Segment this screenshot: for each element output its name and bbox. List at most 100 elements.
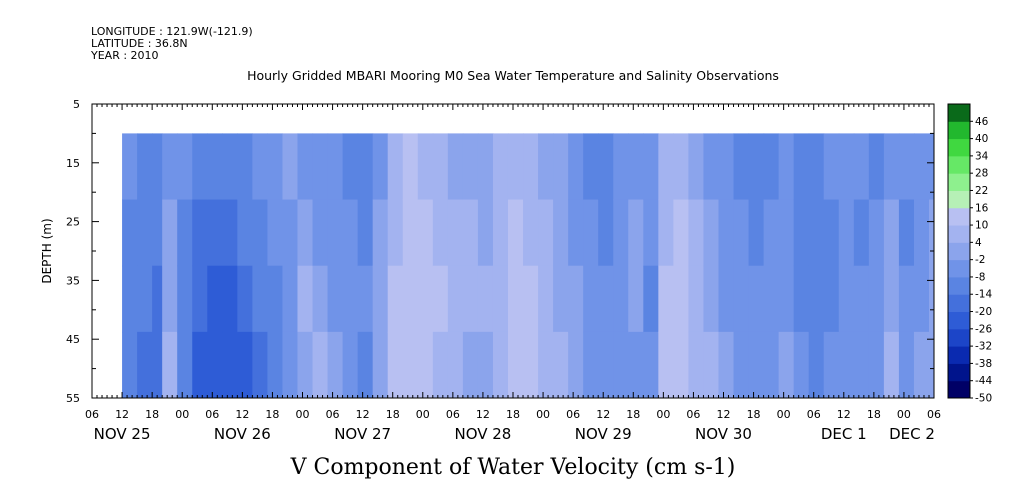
heatmap-cell (447, 331, 464, 398)
heatmap-cell (643, 199, 659, 267)
heatmap-cell (793, 133, 810, 201)
heatmap-cell (628, 199, 644, 267)
heatmap-cell (477, 133, 494, 201)
heatmap-cell (523, 199, 539, 267)
heatmap-cell (538, 133, 554, 201)
heatmap-cell (387, 133, 404, 201)
x-tick-label: 18 (145, 408, 159, 421)
heatmap-cell (598, 331, 614, 398)
heatmap-cell (883, 331, 900, 398)
heatmap-cell (122, 133, 138, 201)
colorbar-label: 40 (975, 133, 988, 145)
heatmap-cell (267, 331, 284, 398)
heatmap-cell (192, 199, 208, 267)
y-tick-label: 35 (66, 274, 80, 287)
heatmap-cell (192, 265, 208, 333)
heatmap-cell (598, 133, 614, 201)
colorbar-label: 46 (975, 116, 989, 128)
heatmap-cell (778, 199, 795, 267)
heatmap-cell (162, 265, 178, 333)
x-tick-label: 00 (296, 408, 310, 421)
heatmap-cell (492, 331, 509, 398)
heatmap-cell (237, 199, 253, 267)
x-tick-label: 00 (175, 408, 189, 421)
heatmap-cell (447, 265, 464, 333)
heatmap-cell (312, 133, 329, 201)
colorbar-label: -50 (975, 393, 992, 405)
heatmap-cell (643, 265, 659, 333)
date-label: NOV 29 (575, 425, 632, 443)
heatmap-cell (222, 331, 238, 398)
heatmap-cell (658, 199, 674, 267)
heatmap-cell (222, 133, 238, 201)
heatmap-cell (688, 199, 705, 267)
heatmap-cell (913, 199, 930, 267)
heatmap-cell (778, 331, 795, 398)
colorbar-label: -2 (975, 254, 985, 266)
heatmap-cell (152, 133, 163, 201)
heatmap-cell (137, 265, 153, 333)
heatmap-cell (357, 133, 374, 201)
heatmap-cell (703, 133, 720, 201)
heatmap-cell (507, 265, 524, 333)
heatmap-cell (207, 199, 223, 267)
heatmap-cell (312, 331, 329, 398)
heatmap-cell (613, 331, 629, 398)
heatmap-cell (402, 199, 419, 267)
heatmap-cell (643, 331, 659, 398)
x-tick-label: 18 (506, 408, 520, 421)
heatmap-cell (297, 265, 314, 333)
heatmap-cell (342, 199, 359, 267)
heatmap-cell (372, 331, 389, 398)
heatmap-cell (718, 265, 735, 333)
colorbar-label: 28 (975, 168, 988, 180)
heatmap-cell (267, 133, 284, 201)
year-label: YEAR : 2010 (90, 49, 159, 62)
heatmap-cell (883, 199, 900, 267)
heatmap-cell (808, 265, 825, 333)
heatmap-cell (162, 331, 178, 398)
heatmap-cell (778, 133, 795, 201)
heatmap-cell (898, 199, 915, 267)
heatmap-cell (688, 331, 705, 398)
date-label: NOV 30 (695, 425, 752, 443)
heatmap-cell (137, 133, 153, 201)
colorbar-label: 34 (975, 150, 989, 162)
heatmap-cell (598, 199, 614, 267)
latitude-label: LATITUDE : 36.8N (91, 37, 188, 50)
colorbar-segment (948, 155, 970, 174)
x-tick-label: 12 (235, 408, 249, 421)
heatmap-cell (688, 133, 705, 201)
heatmap-cell (613, 133, 629, 201)
x-tick-label: 06 (446, 408, 460, 421)
heatmap-cell (538, 331, 554, 398)
heatmap-cell (492, 199, 509, 267)
heatmap-cell (207, 133, 223, 201)
heatmap-cell (583, 331, 599, 398)
y-axis-label: DEPTH (m) (40, 218, 54, 283)
heatmap-cell (808, 133, 825, 201)
colorbar-segment (948, 276, 970, 295)
colorbar-label: -20 (975, 306, 992, 318)
heatmap-cell (823, 331, 840, 398)
heatmap-cell (568, 199, 584, 267)
heatmap-cell (868, 331, 885, 398)
heatmap-cell (152, 331, 163, 398)
colorbar-segment (948, 311, 970, 330)
heatmap-cell (282, 199, 299, 267)
heatmap-cell (763, 199, 780, 267)
heatmap-cell (913, 331, 930, 398)
heatmap-cell (432, 265, 449, 333)
heatmap-cell (177, 331, 193, 398)
heatmap-cell (718, 133, 735, 201)
chart-title: Hourly Gridded MBARI Mooring M0 Sea Wate… (247, 68, 779, 83)
heatmap-cell (673, 265, 690, 333)
y-tick-labels: 5 15 25 35 45 55 (66, 98, 80, 405)
heatmap-cell (853, 331, 870, 398)
y-tick-label: 15 (66, 157, 80, 170)
heatmap-cell (477, 265, 494, 333)
heatmap-cell (492, 265, 509, 333)
heatmap-cell (628, 133, 644, 201)
heatmap-cell (703, 199, 720, 267)
